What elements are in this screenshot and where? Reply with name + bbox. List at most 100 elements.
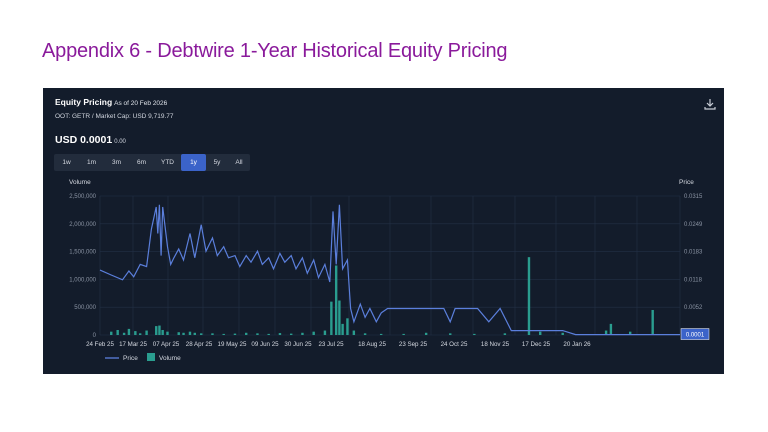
legend-volume-swatch	[147, 353, 155, 361]
volume-bar	[158, 325, 161, 335]
volume-bar	[609, 323, 613, 335]
x-tick-label: 17 Dec 25	[522, 341, 551, 348]
volume-bar	[177, 332, 180, 335]
volume-bar	[122, 332, 126, 335]
x-tick-label: 24 Oct 25	[441, 341, 468, 348]
x-tick-label: 18 Nov 25	[481, 341, 510, 348]
range-tab-6m[interactable]: 6m	[136, 159, 147, 166]
volume-bar	[338, 300, 341, 335]
volume-bar	[301, 332, 304, 335]
volume-bar	[561, 332, 564, 335]
volume-bar	[604, 330, 608, 335]
range-tab-5y[interactable]: 5y	[213, 159, 221, 166]
last-price-label: 0.0001	[686, 333, 705, 339]
y-left-tick-label: 1,500,000	[69, 250, 96, 256]
volume-bar	[449, 333, 452, 335]
y-left-tick-label: 1,000,000	[69, 277, 96, 283]
volume-bar	[116, 329, 119, 335]
y-right-tick-label: 0.0183	[684, 250, 703, 256]
legend-volume-label: Volume	[159, 355, 181, 362]
volume-bar	[527, 257, 531, 335]
download-icon[interactable]	[703, 97, 717, 111]
volume-bar	[402, 333, 405, 335]
y-axis-left-title: Volume	[69, 179, 91, 186]
volume-bar	[256, 333, 259, 335]
volume-bar	[323, 330, 327, 335]
volume-bar	[138, 333, 142, 335]
volume-bar	[161, 329, 164, 335]
as-of-date: As of 20 Feb 2026	[114, 100, 168, 107]
range-tabs: 1w 1m 3m 6m YTD 1y 5y All	[54, 154, 250, 171]
volume-bar	[539, 331, 542, 335]
volume-bar	[267, 333, 270, 335]
range-tab-1w[interactable]: 1w	[62, 159, 71, 166]
volume-bar	[166, 331, 169, 335]
range-tab-3m[interactable]: 3m	[111, 159, 122, 166]
x-tick-label: 28 Apr 25	[186, 341, 213, 348]
x-tick-label: 20 Jan 26	[563, 341, 591, 348]
price-change: 0.00	[114, 139, 126, 145]
volume-bar	[330, 301, 333, 335]
volume-bar	[334, 265, 338, 335]
y-axis-right-title: Price	[679, 179, 694, 186]
x-tick-label: 24 Feb 25	[86, 341, 114, 348]
x-tick-label: 18 Aug 25	[358, 341, 386, 348]
x-tick-label: 09 Jun 25	[251, 341, 279, 348]
range-tab-1y[interactable]: 1y	[181, 154, 206, 171]
y-left-tick-label: 2,500,000	[69, 194, 96, 200]
y-right-tick-label: 0.0315	[684, 194, 703, 200]
y-right-tick-label: 0.0052	[684, 305, 703, 311]
equity-chart: Volume Price 2,500,000 2,000,000 1,500,000 1,…	[69, 179, 710, 362]
volume-bar	[651, 309, 654, 335]
volume-bar	[352, 330, 356, 335]
x-tick-label: 23 Sep 25	[399, 341, 428, 348]
volume-bar	[628, 331, 632, 335]
volume-bar	[188, 331, 192, 335]
x-tick-label: 07 Apr 25	[153, 341, 180, 348]
volume-bar	[289, 333, 293, 335]
volume-bar	[193, 332, 196, 335]
panel-title: Equity Pricing As of 20 Feb 2026	[55, 97, 167, 107]
legend-price-label: Price	[123, 355, 138, 362]
volume-bar	[312, 331, 315, 335]
volume-bar	[127, 328, 131, 335]
x-tick-label: 30 Jun 25	[284, 341, 312, 348]
y-left-tick-label: 2,000,000	[69, 222, 96, 228]
panel-title-text: Equity Pricing	[55, 97, 113, 107]
volume-bar	[363, 333, 367, 335]
y-left-tick-label: 500,000	[74, 305, 96, 311]
y-right-tick-label: 0.0249	[684, 222, 703, 228]
x-tick-label: 17 Mar 25	[119, 341, 147, 348]
range-tab-1m[interactable]: 1m	[86, 159, 97, 166]
volume-bar	[134, 331, 137, 335]
last-price-badge	[680, 328, 710, 340]
x-tick-label: 23 Jul 25	[318, 341, 344, 348]
range-tab-all[interactable]: All	[235, 159, 243, 166]
volume-bar	[341, 323, 344, 335]
volume-bar	[424, 332, 428, 335]
range-tab-ytd[interactable]: YTD	[161, 159, 174, 166]
volume-bar	[200, 333, 203, 335]
volume-bar	[233, 333, 237, 335]
price-value: USD 0.0001	[55, 134, 113, 146]
equity-pricing-panel: Equity Pricing As of 20 Feb 2026 OOT: GET…	[43, 88, 724, 374]
volume-bar	[155, 326, 158, 335]
volume-bar	[245, 332, 248, 335]
volume-bar	[182, 332, 185, 335]
volume-bar	[278, 333, 282, 335]
y-left-tick-label: 0	[93, 333, 97, 339]
download-icon-glyph	[704, 99, 716, 110]
market-cap-subtitle: OOT: GETR / Market Cap: USD 9,719.77	[55, 113, 174, 120]
volume-bar	[503, 333, 507, 335]
current-price: USD 0.0001 0.00	[55, 130, 126, 148]
volume-bar	[110, 331, 113, 335]
volume-bar	[346, 318, 349, 335]
volume-bar	[145, 330, 148, 335]
y-right-tick-label: 0.0118	[684, 277, 703, 283]
volume-bar	[473, 333, 476, 335]
volume-bar	[379, 333, 383, 335]
slide-title: Appendix 6 - Debtwire 1-Year Historical …	[42, 40, 508, 62]
volume-bar	[222, 333, 225, 335]
x-tick-label: 19 May 25	[218, 341, 247, 348]
volume-bar	[211, 333, 214, 335]
